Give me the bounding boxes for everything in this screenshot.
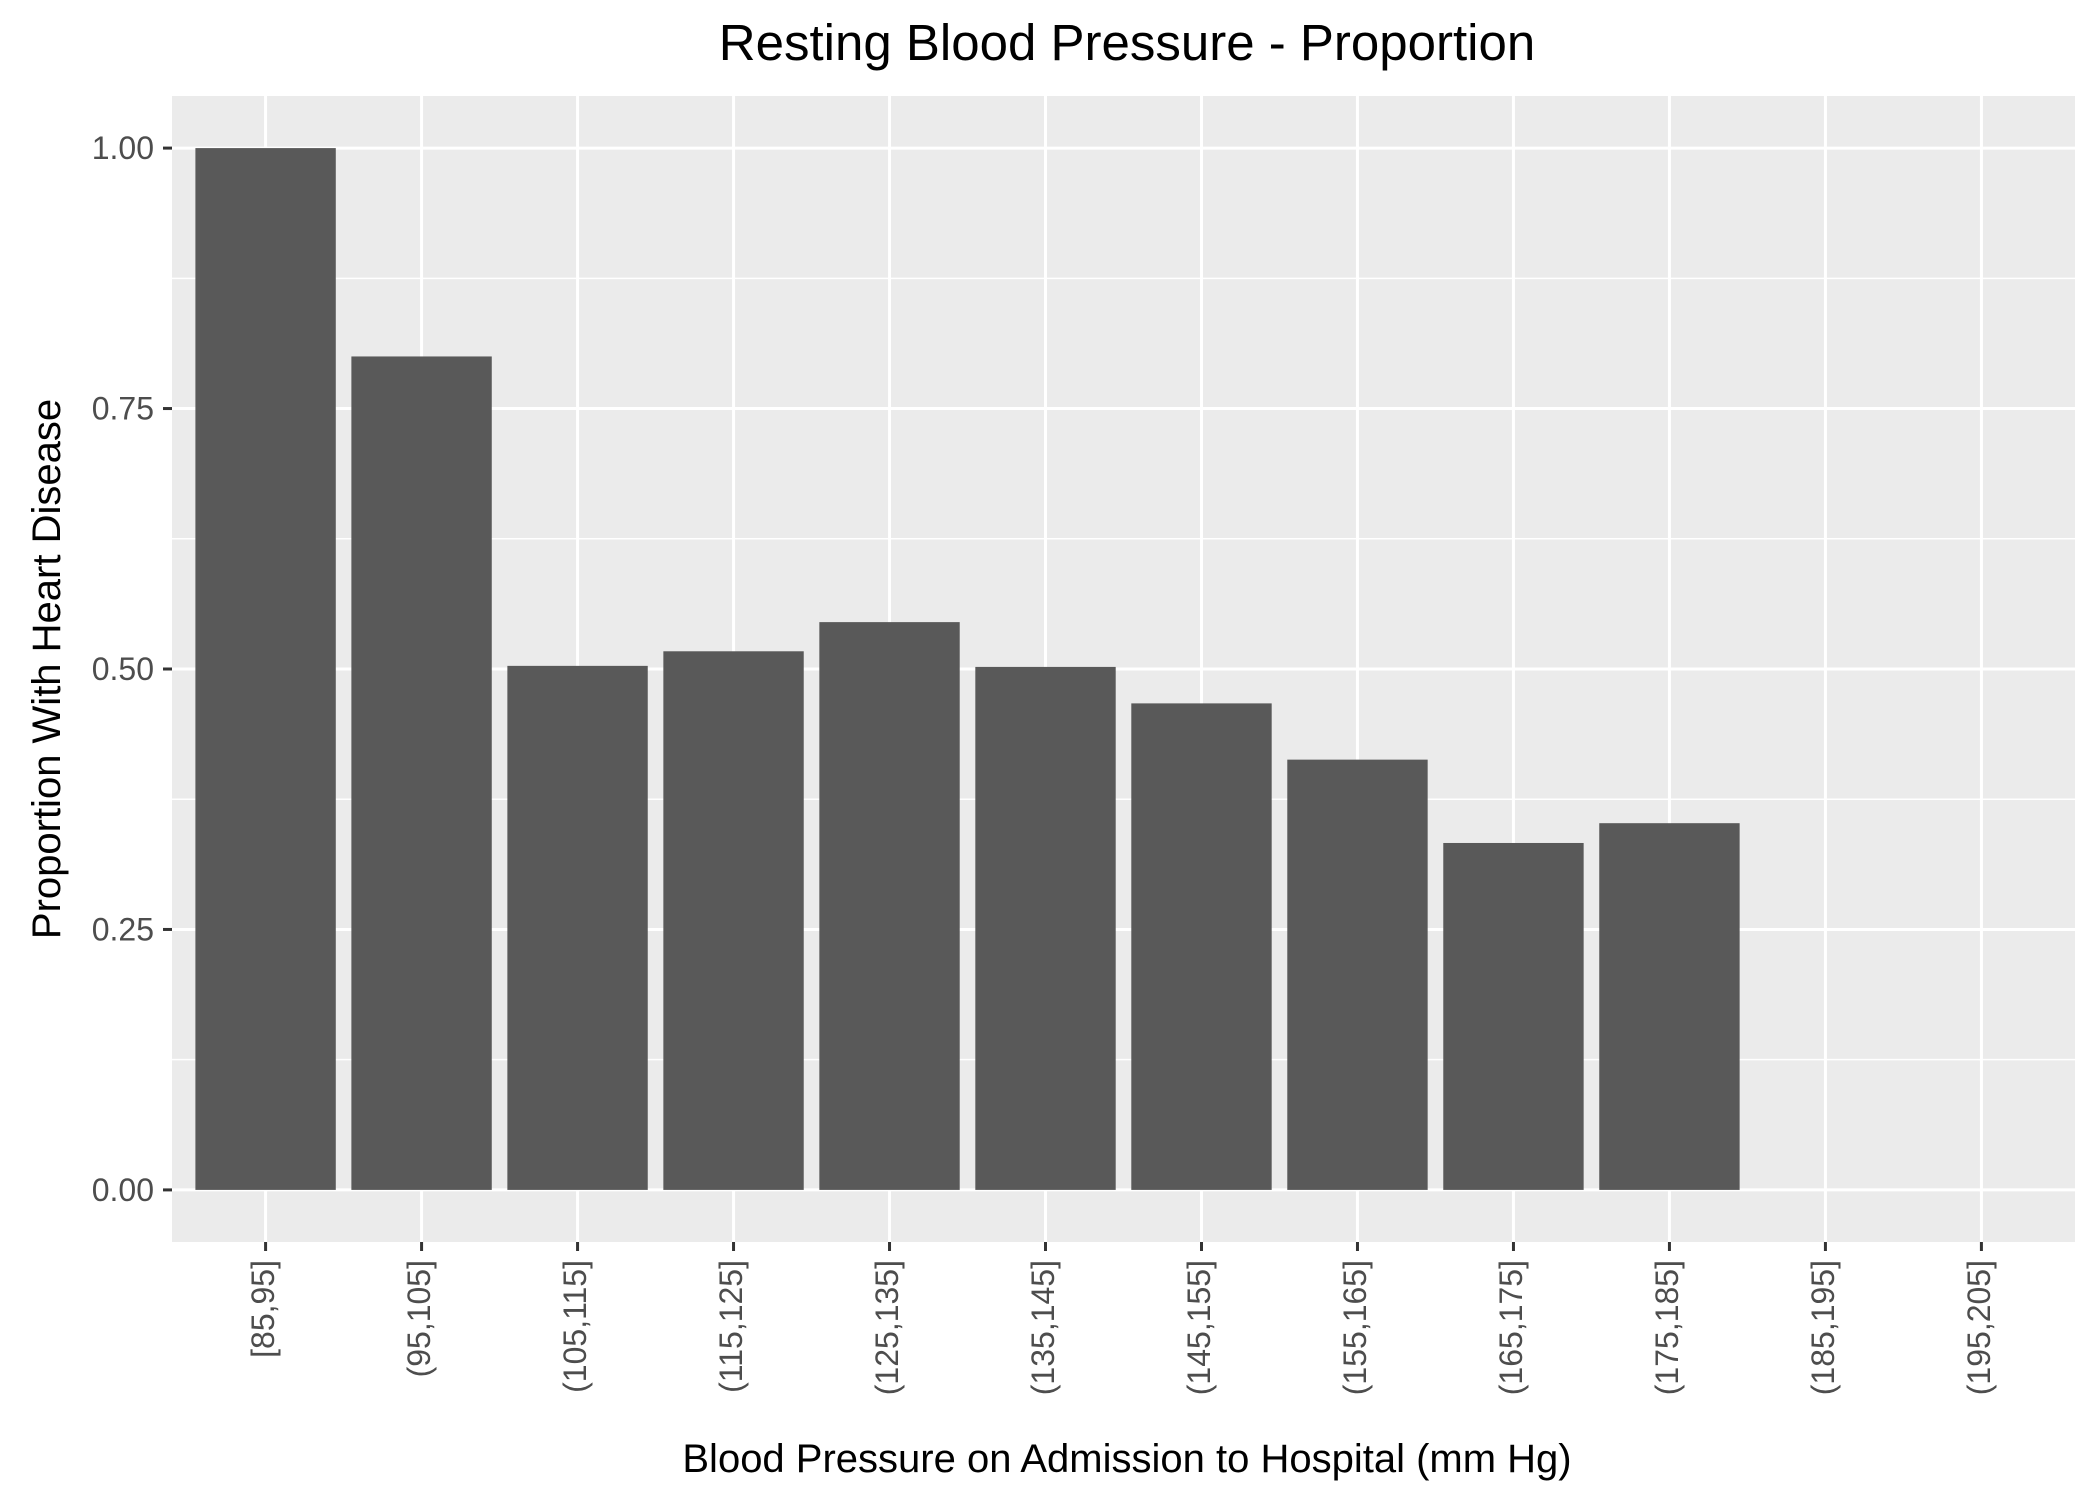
bar — [1131, 703, 1272, 1190]
bar — [351, 356, 492, 1190]
x-axis-title: Blood Pressure on Admission to Hospital … — [682, 1437, 1571, 1481]
x-tick-label: (125,135] — [869, 1260, 905, 1395]
bar — [1599, 823, 1740, 1190]
x-tick-label: (105,115] — [557, 1260, 593, 1393]
y-tick-label: 0.00 — [92, 1172, 154, 1208]
x-tick-label: (155,165] — [1337, 1260, 1373, 1395]
x-tick-label: (165,175] — [1493, 1260, 1529, 1395]
x-tick-label: (95,105] — [401, 1260, 437, 1377]
x-tick-label: (135,145] — [1025, 1260, 1061, 1395]
x-axis: [85,95] (95,105] (105,115] (115,125] (125,13… — [245, 1242, 1997, 1395]
x-tick-label: (195,205] — [1961, 1260, 1997, 1395]
x-tick-label: [85,95] — [245, 1260, 281, 1358]
x-tick-label: (115,125] — [713, 1260, 749, 1393]
bar — [975, 666, 1116, 1190]
bar — [1443, 842, 1584, 1190]
bar — [507, 665, 648, 1190]
chart-title: Resting Blood Pressure - Proportion — [719, 14, 1535, 71]
y-axis-title: Proportion With Heart Disease — [25, 399, 69, 939]
bars — [195, 148, 1740, 1190]
bar — [195, 148, 336, 1190]
x-tick-label: (185,195] — [1805, 1260, 1841, 1395]
x-tick-label: (145,155] — [1181, 1260, 1217, 1395]
y-axis: 0.00 0.25 0.50 0.75 1.00 — [92, 130, 172, 1208]
y-tick-label: 0.25 — [92, 911, 154, 947]
y-tick-label: 0.50 — [92, 651, 154, 687]
y-tick-label: 0.75 — [92, 391, 154, 427]
y-tick-label: 1.00 — [92, 130, 154, 166]
bar — [819, 622, 960, 1190]
x-tick-label: (175,185] — [1649, 1260, 1685, 1395]
bar — [663, 651, 804, 1190]
bar — [1287, 759, 1428, 1190]
